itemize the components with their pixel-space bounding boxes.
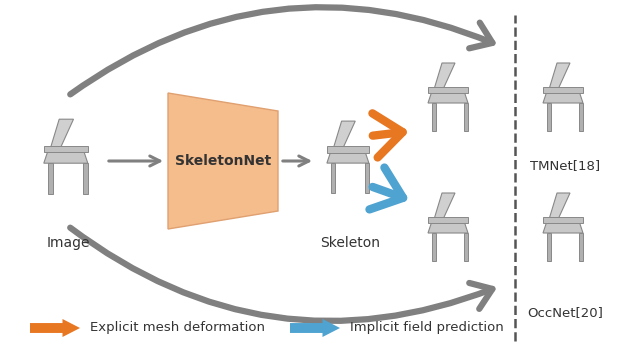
Text: Image: Image <box>46 236 90 250</box>
FancyArrowPatch shape <box>70 7 492 94</box>
Polygon shape <box>547 233 551 261</box>
Text: Explicit mesh deformation: Explicit mesh deformation <box>90 321 265 335</box>
Polygon shape <box>547 193 570 226</box>
Polygon shape <box>547 63 570 96</box>
Polygon shape <box>48 163 52 194</box>
Polygon shape <box>543 87 583 93</box>
Polygon shape <box>547 103 551 131</box>
Polygon shape <box>543 221 583 233</box>
FancyArrowPatch shape <box>70 228 492 321</box>
FancyArrow shape <box>30 319 80 337</box>
Polygon shape <box>428 87 468 93</box>
Text: SkeletonNet: SkeletonNet <box>175 154 271 168</box>
Text: Skeleton: Skeleton <box>320 236 380 250</box>
Polygon shape <box>44 150 88 163</box>
Polygon shape <box>331 163 335 193</box>
Polygon shape <box>48 119 74 156</box>
Polygon shape <box>543 217 583 223</box>
Polygon shape <box>327 151 369 163</box>
Polygon shape <box>83 163 88 194</box>
Polygon shape <box>432 233 436 261</box>
Polygon shape <box>432 63 455 96</box>
Polygon shape <box>579 103 583 131</box>
Polygon shape <box>464 103 468 131</box>
Polygon shape <box>579 233 583 261</box>
Polygon shape <box>365 163 369 193</box>
Text: TMNet[18]: TMNet[18] <box>530 159 600 173</box>
Polygon shape <box>464 233 468 261</box>
FancyArrow shape <box>290 319 340 337</box>
Polygon shape <box>168 93 278 229</box>
Polygon shape <box>428 91 468 103</box>
Text: OccNet[20]: OccNet[20] <box>527 307 603 319</box>
Text: Implicit field prediction: Implicit field prediction <box>350 321 504 335</box>
Polygon shape <box>331 121 355 156</box>
Polygon shape <box>543 91 583 103</box>
Polygon shape <box>44 146 88 152</box>
FancyArrowPatch shape <box>369 168 403 209</box>
Polygon shape <box>432 103 436 131</box>
Polygon shape <box>432 193 455 226</box>
Polygon shape <box>428 221 468 233</box>
Polygon shape <box>428 217 468 223</box>
Polygon shape <box>327 146 369 153</box>
FancyArrowPatch shape <box>372 113 403 157</box>
